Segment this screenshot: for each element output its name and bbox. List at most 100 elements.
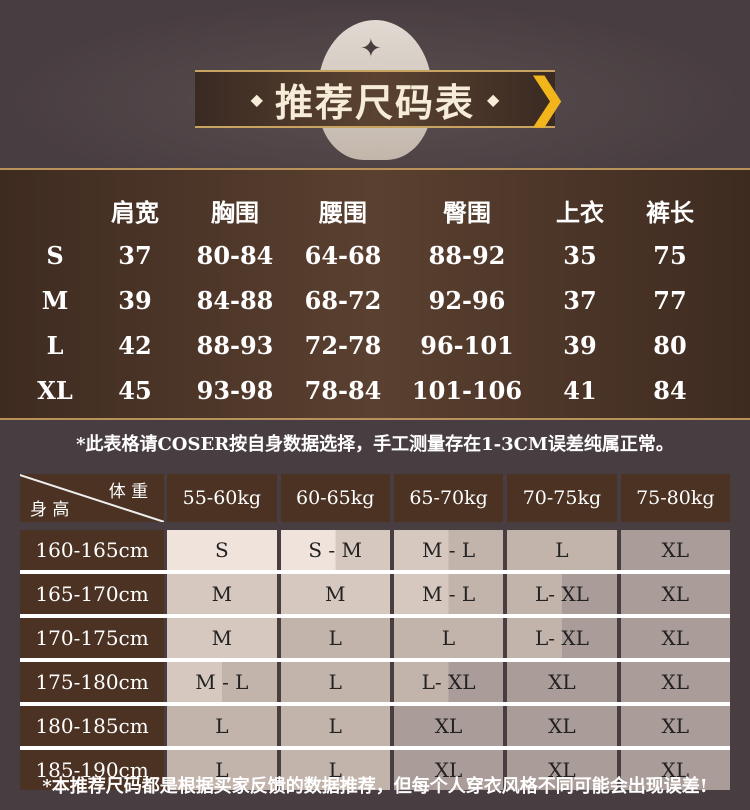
measurement-value: 77 — [653, 285, 687, 315]
measurement-row: XL 45 93-98 78-84 101-106 41 84 — [0, 370, 750, 410]
measurement-value: 80-84 — [196, 240, 274, 270]
chevron-right-icon: ❯ — [525, 68, 569, 128]
table-row: 175-180cm M - L L L- XL XL XL — [20, 662, 730, 702]
measurement-value: 37 — [563, 285, 597, 315]
height-row-header: 160-165cm — [20, 530, 165, 570]
size-cell: M — [167, 574, 277, 614]
size-cell: XL — [620, 618, 730, 658]
height-row-header: 175-180cm — [20, 662, 165, 702]
size-label: L — [46, 330, 64, 360]
size-cell: XL — [620, 662, 730, 702]
size-cell: XL — [620, 574, 730, 614]
measurement-value: 39 — [563, 330, 597, 360]
measurement-value: 84-88 — [196, 285, 274, 315]
size-cell: L- XL — [507, 574, 617, 614]
measurement-value: 75 — [653, 240, 687, 270]
corner-header: 体 重 身 高 — [20, 474, 165, 522]
measurement-value: 93-98 — [196, 375, 274, 405]
column-header: 腰围 — [319, 197, 367, 227]
height-row-header: 165-170cm — [20, 574, 165, 614]
weight-column-header: 55-60kg — [167, 474, 277, 522]
measurement-value: 101-106 — [411, 375, 523, 405]
measurement-value: 84 — [653, 375, 687, 405]
size-cell: L- XL — [393, 662, 504, 702]
weight-column-header: 70-75kg — [507, 474, 617, 522]
size-cell: S - M — [280, 530, 390, 570]
row-divider — [20, 702, 730, 706]
size-cell: XL — [393, 706, 504, 746]
size-cell: XL — [620, 530, 730, 570]
measurement-value: 92-96 — [428, 285, 506, 315]
size-cell: XL — [507, 662, 617, 702]
column-header: 上衣 — [556, 197, 604, 227]
measurement-value: 39 — [118, 285, 152, 315]
measurement-value: 41 — [563, 375, 597, 405]
weight-column-header: 60-65kg — [280, 474, 390, 522]
size-recommendation-table: 体 重 身 高 55-60kg 60-65kg 65-70kg 70-75kg 75-8… — [20, 474, 730, 790]
measurement-value: 64-68 — [304, 240, 382, 270]
size-label: M — [41, 285, 69, 315]
size-cell: XL — [507, 750, 617, 790]
size-cell: M — [280, 574, 390, 614]
height-row-header: 185-190cm — [20, 750, 165, 790]
measurement-value: 96-101 — [420, 330, 514, 360]
size-cell: L — [280, 750, 390, 790]
row-divider — [20, 614, 730, 618]
column-header: 臀围 — [443, 197, 491, 227]
measurement-row: M 39 84-88 68-72 92-96 37 77 — [0, 280, 750, 320]
size-cell: L — [507, 530, 617, 570]
measurement-table: 肩宽 胸围 腰围 臀围 上衣 裤长 S 37 80-84 64-68 88-92 35 75 M 39 84-… — [0, 168, 750, 420]
size-cell: L- XL — [507, 618, 617, 658]
size-cell: L — [167, 706, 277, 746]
size-cell: XL — [507, 706, 617, 746]
height-row-header: 180-185cm — [20, 706, 165, 746]
size-cell: L — [393, 618, 504, 658]
measurement-value: 78-84 — [304, 375, 382, 405]
height-label: 身 高 — [30, 500, 70, 520]
measurement-value: 45 — [118, 375, 152, 405]
size-cell: M - L — [393, 530, 504, 570]
table-row: 165-170cm M M M - L L- XL XL — [20, 574, 730, 614]
row-divider — [20, 570, 730, 574]
size-cell: XL — [393, 750, 504, 790]
measurement-value: 80 — [653, 330, 687, 360]
size-cell: XL — [620, 706, 730, 746]
measurement-value: 35 — [563, 240, 597, 270]
size-cell: XL — [620, 750, 730, 790]
height-row-header: 170-175cm — [20, 618, 165, 658]
column-header: 裤长 — [646, 197, 694, 227]
measurement-note: *此表格请COSER按自身数据选择，手工测量存在1-3CM误差纯属正常。 — [76, 434, 674, 455]
size-label: S — [46, 240, 64, 270]
table-row: 185-190cm L L XL XL XL — [20, 750, 730, 790]
measurement-value: 68-72 — [304, 285, 382, 315]
size-cell: L — [280, 706, 390, 746]
diamond-icon: ◆ — [487, 89, 500, 109]
size-label: XL — [37, 375, 73, 405]
size-cell: S — [167, 530, 277, 570]
measurement-row: S 37 80-84 64-68 88-92 35 75 — [0, 235, 750, 275]
size-cell: M - L — [167, 662, 277, 702]
size-cell: L — [280, 662, 390, 702]
measurement-header-row: 肩宽 胸围 腰围 臀围 上衣 裤长 — [0, 190, 750, 230]
size-cell: M - L — [393, 574, 504, 614]
measurement-value: 72-78 — [304, 330, 382, 360]
table-row: 180-185cm L L XL XL XL — [20, 706, 730, 746]
weight-label: 体 重 — [108, 482, 149, 502]
weight-column-header: 65-70kg — [393, 474, 504, 522]
size-cell: L — [280, 618, 390, 658]
weight-column-header: 75-80kg — [620, 474, 730, 522]
measurement-row: L 42 88-93 72-78 96-101 39 80 — [0, 325, 750, 365]
row-divider — [20, 746, 730, 750]
table-row: 170-175cm M L L L- XL XL — [20, 618, 730, 658]
measurement-value: 88-93 — [196, 330, 274, 360]
measurement-value: 88-92 — [428, 240, 506, 270]
column-header: 肩宽 — [111, 197, 159, 227]
measurement-value: 37 — [118, 240, 152, 270]
size-cell: M — [167, 618, 277, 658]
title-banner: ◆ 推荐尺码表 ◆ — [195, 70, 555, 128]
size-cell: L — [167, 750, 277, 790]
recommendation-note: *本推荐尺码都是根据买家反馈的数据推荐，但每个人穿衣风格不同可能会出现误差! — [42, 776, 708, 797]
page-title: 推荐尺码表 — [274, 79, 475, 125]
diamond-icon: ◆ — [250, 89, 263, 109]
